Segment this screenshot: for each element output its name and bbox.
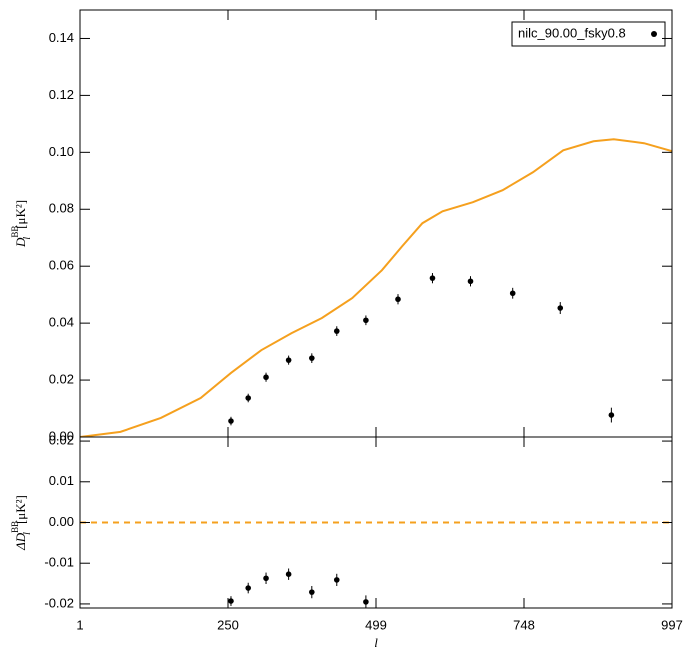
data-point xyxy=(309,355,315,361)
y-tick-label: -0.01 xyxy=(44,555,74,570)
y-tick-label: 0.01 xyxy=(49,473,74,488)
y-axis-label: ΔDBBl [μK²] xyxy=(10,495,33,551)
y-tick-label: 0.12 xyxy=(49,87,74,102)
plot-area xyxy=(80,138,672,437)
data-point xyxy=(245,585,252,591)
x-axis-label: l xyxy=(374,635,378,650)
y-tick-label: 0.04 xyxy=(49,315,74,330)
y-tick-label: 0.10 xyxy=(49,144,74,159)
data-point xyxy=(245,395,252,401)
y-label-unit: [μK²] xyxy=(13,495,28,524)
y-label-subscript: l xyxy=(22,532,33,535)
data-point xyxy=(509,290,516,297)
y-tick-label: 0.06 xyxy=(49,258,74,273)
data-point xyxy=(608,412,615,418)
y-tick-label: -0.02 xyxy=(44,595,74,610)
data-point xyxy=(363,317,369,324)
data-point xyxy=(228,418,234,424)
data-point xyxy=(557,305,564,311)
data-point xyxy=(395,296,401,303)
y-label-superscript: BB xyxy=(10,226,20,238)
y-label-subscript: l xyxy=(22,237,33,240)
y-tick-label: 0.00 xyxy=(49,428,74,443)
data-point xyxy=(467,278,474,285)
legend-box xyxy=(511,21,666,47)
x-tick-label: 997 xyxy=(661,617,683,632)
x-tick-label: 1 xyxy=(76,617,83,632)
model-curve xyxy=(80,138,672,437)
legend-marker xyxy=(651,31,657,37)
y-label-unit: [μK²] xyxy=(13,200,28,229)
data-point xyxy=(429,275,436,281)
y-tick-label: 0.08 xyxy=(49,201,74,216)
axes-frame xyxy=(79,9,673,438)
data-point xyxy=(263,374,269,381)
x-tick-label: 499 xyxy=(365,617,387,632)
y-axis-label: DBBl [μK²] xyxy=(10,200,33,248)
data-point xyxy=(263,575,269,582)
x-tick-label: 748 xyxy=(513,617,535,632)
data-point xyxy=(333,577,340,583)
y-label-symbol: ΔD xyxy=(13,532,28,551)
plot-area xyxy=(80,521,672,608)
y-label-symbol: D xyxy=(13,237,28,248)
data-point xyxy=(333,328,340,334)
legend-label: nilc_90.00_fsky0.8 xyxy=(518,25,626,40)
x-tick-label: 250 xyxy=(217,617,239,632)
data-point xyxy=(309,589,315,595)
y-tick-label: 0.02 xyxy=(49,433,74,448)
data-point xyxy=(285,571,292,578)
data-point xyxy=(363,599,369,605)
y-tick-label: 0.02 xyxy=(49,372,74,387)
data-point xyxy=(228,598,234,604)
y-label-superscript: BB xyxy=(10,521,20,533)
y-tick-label: 0.00 xyxy=(49,514,74,529)
data-point xyxy=(285,357,292,363)
y-tick-label: 0.14 xyxy=(49,30,74,45)
